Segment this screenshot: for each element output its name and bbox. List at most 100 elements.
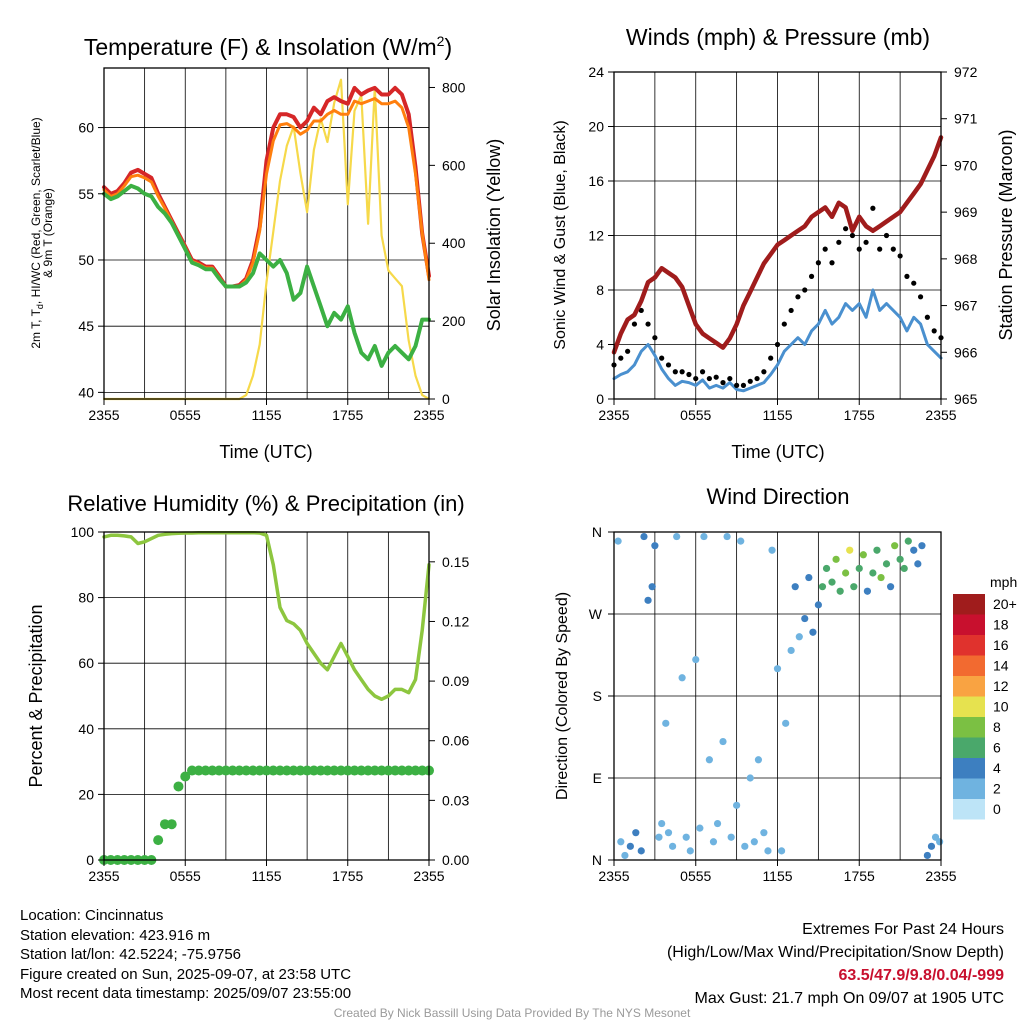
colorbar-swatch — [953, 594, 985, 615]
x-tick-label: 1155 — [762, 407, 792, 423]
direction-point — [869, 569, 877, 577]
gust-point — [734, 382, 740, 388]
y2-tick-label: 970 — [954, 157, 978, 173]
y-tick-label: 24 — [588, 64, 604, 80]
temperature-title: Temperature (F) & Insolation (W/m2) — [84, 33, 452, 60]
direction-point — [709, 838, 718, 846]
speed-colorbar: 20+ 18 16 14 12 10 8 6 4 2 0 — [953, 594, 1017, 820]
direction-point — [836, 587, 844, 595]
direction-point — [750, 838, 758, 846]
y2-tick-label: 0.06 — [442, 733, 469, 749]
y-tick-label: 60 — [78, 655, 94, 671]
gust-point — [856, 246, 862, 252]
x-tick-label: 0555 — [680, 868, 711, 884]
direction-point — [733, 801, 741, 809]
y-tick-label: 12 — [588, 228, 604, 244]
colorbar-swatch — [953, 799, 985, 820]
gust-point — [931, 328, 937, 334]
direction-point — [648, 583, 656, 591]
y2-tick-label: 0.00 — [442, 852, 469, 868]
precipitation-point — [173, 781, 184, 792]
created-text: Figure created on Sun, 2025-09-07, at 23… — [20, 965, 352, 983]
direction-tick-label: S — [593, 688, 602, 704]
gust-point — [631, 321, 638, 327]
colorbar-swatch — [953, 635, 985, 656]
direction-point — [692, 655, 700, 664]
direction-point — [632, 829, 640, 837]
gust-point — [883, 232, 890, 239]
gust-point — [706, 375, 712, 382]
gust-point — [815, 260, 821, 266]
recent-data-text: Most recent data timestamp: 2025/09/07 2… — [20, 985, 352, 1002]
winds-axes: 2355 0555 1155 1755 235504812162024965966967… — [588, 64, 977, 423]
direction-point — [914, 560, 922, 568]
colorbar-label: 2 — [993, 781, 1001, 797]
gust-point — [679, 369, 685, 375]
direction-point — [626, 842, 634, 850]
direction-point — [617, 838, 625, 846]
y2-tick-label: 800 — [442, 79, 466, 95]
colorbar-label: 18 — [993, 617, 1009, 633]
direction-point — [713, 819, 722, 828]
colorbar-swatch — [953, 758, 985, 779]
direction-point — [719, 737, 727, 746]
y2-tick-label: 972 — [954, 64, 978, 80]
direction-point — [768, 546, 776, 554]
direction-ylabel: Direction (Colored By Speed) — [554, 592, 571, 800]
nine-meter-temperature-line — [102, 97, 431, 288]
y-tick-label: 20 — [588, 119, 604, 135]
y2-tick-label: 966 — [954, 344, 978, 360]
extremes-desc: (High/Low/Max Wind/Precipitation/Snow De… — [666, 944, 1004, 961]
direction-point — [822, 564, 831, 573]
colorbar-swatch — [953, 655, 985, 676]
colorbar-label: 12 — [993, 678, 1009, 694]
colorbar-swatch — [953, 614, 985, 635]
direction-point — [814, 601, 822, 609]
precipitation-point — [153, 835, 164, 846]
x-tick-label: 1755 — [332, 868, 363, 884]
colorbar-label: 4 — [993, 760, 1001, 776]
colorbar-label: 6 — [993, 740, 1001, 756]
direction-point — [828, 578, 836, 586]
direction-point — [832, 555, 840, 563]
y-tick-label: 80 — [78, 590, 94, 606]
direction-point — [651, 542, 659, 550]
winds-xlabel: Time (UTC) — [731, 442, 824, 462]
direction-point — [850, 583, 858, 591]
elevation-text: Station elevation: 423.916 m — [20, 926, 211, 944]
direction-point — [859, 551, 867, 559]
gust-point — [665, 362, 672, 368]
winds-panel: Winds (mph) & Pressure (mb) 2355 0555 1155… — [552, 24, 1016, 462]
direction-point — [668, 842, 677, 850]
direction-point — [923, 851, 931, 860]
location-text: Location: Cincinnatus — [20, 907, 164, 924]
y2-tick-label: 0.15 — [442, 554, 469, 570]
winds-ylabel: Sonic Wind & Gust (Blue, Black) — [552, 120, 569, 349]
gust-point — [645, 321, 651, 327]
direction-point — [910, 546, 918, 554]
x-tick-label: 2355 — [88, 407, 119, 423]
direction-grid — [613, 531, 942, 861]
x-tick-label: 1155 — [251, 407, 281, 423]
direction-point — [662, 719, 670, 727]
direction-point — [686, 847, 694, 855]
humidity-grid — [103, 531, 430, 861]
station-info: Location: Cincinnatus Station elevation:… — [20, 906, 351, 1004]
humidity-title: Relative Humidity (%) & Precipitation (i… — [67, 491, 464, 516]
direction-point — [809, 628, 817, 636]
direction-point — [754, 756, 763, 764]
direction-point — [877, 573, 885, 582]
x-tick-label: 2355 — [925, 407, 956, 423]
direction-point — [777, 847, 786, 855]
temperature-xlabel: Time (UTC) — [219, 442, 312, 462]
gust-point — [822, 246, 828, 252]
temperature-grid — [103, 68, 430, 399]
direction-point — [787, 646, 795, 655]
y-tick-label: 55 — [78, 186, 94, 202]
y-tick-label: 45 — [78, 318, 94, 334]
x-tick-label: 0555 — [680, 407, 711, 423]
gust-point — [917, 294, 924, 300]
direction-point — [700, 532, 708, 541]
direction-point — [741, 842, 749, 850]
